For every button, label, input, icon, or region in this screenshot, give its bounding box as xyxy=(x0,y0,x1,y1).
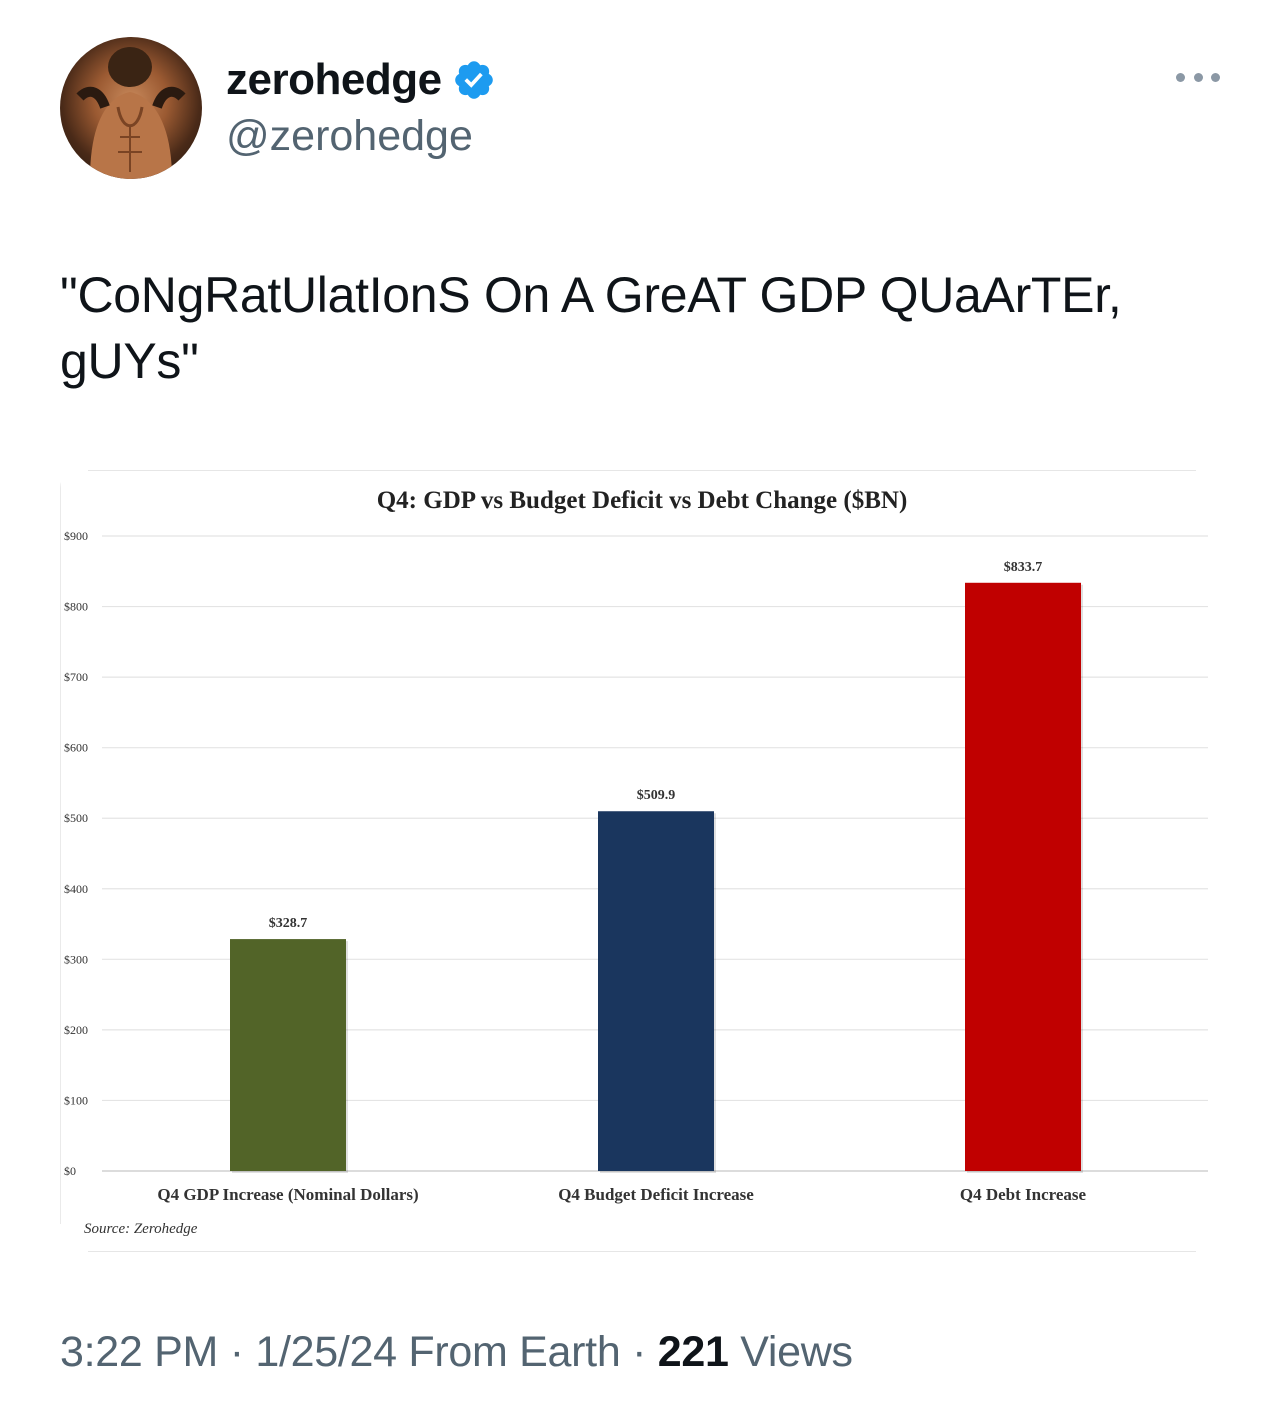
views-label: Views xyxy=(728,1328,853,1376)
data-label: $328.7 xyxy=(269,916,308,931)
data-label: $509.9 xyxy=(637,788,676,803)
y-tick-label: $700 xyxy=(64,670,88,684)
y-tick-label: $400 xyxy=(64,882,88,896)
tweet-metadata: 3:22 PM · 1/25/24 From Earth · 221 Views xyxy=(60,1328,853,1377)
tweet-source: From Earth xyxy=(396,1328,621,1376)
bar xyxy=(230,939,346,1171)
y-tick-label: $500 xyxy=(64,811,88,825)
bar xyxy=(598,811,714,1171)
tweet-text: "CoNgRatUlatIonS On A GreAT GDP QUaArTEr… xyxy=(60,267,1122,389)
y-tick-label: $900 xyxy=(64,529,88,543)
dot-icon xyxy=(1176,72,1185,82)
dot-icon xyxy=(1193,72,1203,82)
more-options-icon[interactable] xyxy=(1176,62,1220,92)
x-category-label: Q4 GDP Increase (Nominal Dollars) xyxy=(157,1185,418,1204)
bar-chart: Q4: GDP vs Budget Deficit vs Debt Change… xyxy=(64,487,1208,1237)
bar xyxy=(965,582,1081,1171)
chart-bars xyxy=(230,582,1083,1173)
chart-source: Source: Zerohedge xyxy=(84,1221,198,1237)
x-category-label: Q4 Debt Increase xyxy=(960,1185,1087,1204)
dot-icon xyxy=(1211,72,1220,82)
media-bottom-border xyxy=(88,1251,1196,1252)
data-label: $833.7 xyxy=(1004,560,1043,575)
verified-badge-icon xyxy=(454,61,493,99)
chart-x-axis: Q4 GDP Increase (Nominal Dollars) Q4 Budg… xyxy=(157,1185,1086,1204)
chart-y-axis: $0 $100 $200 $300 $400 $500 $600 $700 $800 $900 xyxy=(64,529,88,1178)
tweet-date[interactable]: 1/25/24 xyxy=(255,1328,397,1376)
media-top-border xyxy=(88,470,1196,471)
views-count[interactable]: 221 xyxy=(657,1328,729,1376)
tweet-time[interactable]: 3:22 PM xyxy=(60,1328,219,1376)
display-name[interactable]: zerohedge xyxy=(226,55,442,104)
author-name-row[interactable]: zerohedge xyxy=(226,52,496,108)
y-tick-label: $800 xyxy=(64,600,88,614)
avatar[interactable] xyxy=(60,37,202,179)
chart-title: Q4: GDP vs Budget Deficit vs Debt Change… xyxy=(377,487,908,514)
y-tick-label: $0 xyxy=(64,1164,76,1178)
chart-data-labels: $328.7 $509.9 $833.7 xyxy=(269,560,1043,931)
x-category-label: Q4 Budget Deficit Increase xyxy=(558,1185,754,1204)
avatar-photo-icon xyxy=(76,47,186,179)
y-tick-label: $600 xyxy=(64,741,88,755)
separator: · xyxy=(620,1328,658,1376)
y-tick-label: $200 xyxy=(64,1023,88,1037)
separator: · xyxy=(218,1328,256,1376)
author-handle[interactable]: @zerohedge xyxy=(226,112,473,160)
y-tick-label: $300 xyxy=(64,952,88,966)
media-left-border xyxy=(60,482,61,1224)
y-tick-label: $100 xyxy=(64,1093,88,1107)
tweet-media-image[interactable]: Q4: GDP vs Budget Deficit vs Debt Change… xyxy=(60,468,1224,1254)
